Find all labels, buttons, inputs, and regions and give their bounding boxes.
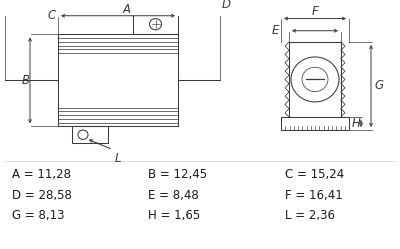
Text: B: B bbox=[22, 74, 30, 87]
Bar bbox=[58, 34, 178, 126]
Text: G: G bbox=[374, 79, 383, 92]
Text: E: E bbox=[272, 24, 279, 37]
Text: H = 1,65: H = 1,65 bbox=[148, 209, 200, 222]
Text: G = 8,13: G = 8,13 bbox=[12, 209, 64, 222]
Text: B = 12,45: B = 12,45 bbox=[148, 169, 207, 182]
Text: F: F bbox=[312, 5, 318, 18]
Text: D: D bbox=[222, 0, 231, 11]
Bar bbox=[289, 42, 341, 117]
Text: E = 8,48: E = 8,48 bbox=[148, 189, 199, 202]
Bar bbox=[72, 126, 108, 143]
Bar bbox=[133, 14, 178, 34]
Bar bbox=[281, 117, 349, 130]
Text: L = 2,36: L = 2,36 bbox=[285, 209, 335, 222]
Text: D = 28,58: D = 28,58 bbox=[12, 189, 72, 202]
Text: F = 16,41: F = 16,41 bbox=[285, 189, 343, 202]
Text: C = 15,24: C = 15,24 bbox=[285, 169, 344, 182]
Text: L: L bbox=[115, 152, 122, 165]
Text: C: C bbox=[48, 9, 56, 22]
Text: H: H bbox=[352, 117, 361, 130]
Text: A: A bbox=[123, 3, 131, 16]
Text: A = 11,28: A = 11,28 bbox=[12, 169, 71, 182]
